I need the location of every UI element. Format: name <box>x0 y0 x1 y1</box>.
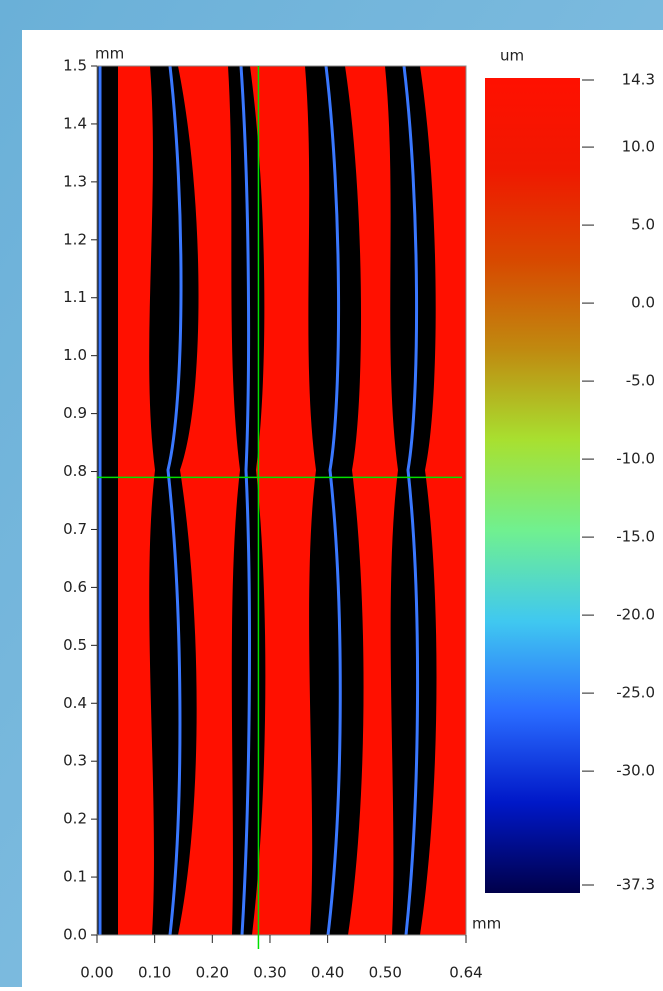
colorbar-tick-label: -30.0 <box>616 762 655 780</box>
y-tick-label: 0.3 <box>63 752 87 770</box>
y-tick-label: 1.3 <box>63 172 87 190</box>
y-tick-label: 0.5 <box>63 636 87 654</box>
chart: mm um mm 0.0 0.1 0.2 0.3 0.4 0.5 0.6 0.7 0.8 0.9 1… <box>0 0 663 987</box>
y-tick-label: 0.0 <box>63 926 87 944</box>
colorbar-unit: um <box>500 47 524 65</box>
colorbar-tick-label: -5.0 <box>626 372 655 390</box>
x-tick-label: 0.00 <box>80 964 113 982</box>
y-tick-label: 1.1 <box>63 288 87 306</box>
y-unit: mm <box>95 45 124 63</box>
x-tick-label: 0.10 <box>138 964 171 982</box>
colorbar-tick-label: 5.0 <box>631 216 655 234</box>
y-tick-label: 0.9 <box>63 404 87 422</box>
x-tick-label: 0.64 <box>449 964 482 982</box>
y-tick-label: 1.4 <box>63 114 87 132</box>
height-map <box>97 66 466 935</box>
y-tick-label: 0.4 <box>63 694 87 712</box>
colorbar-tick-label: -10.0 <box>616 450 655 468</box>
x-tick-label: 0.20 <box>196 964 229 982</box>
page: mm um mm 0.0 0.1 0.2 0.3 0.4 0.5 0.6 0.7 0.8 0.9 1… <box>0 0 663 987</box>
y-tick-label: 0.1 <box>63 868 87 886</box>
x-tick-label: 0.30 <box>253 964 286 982</box>
x-tick-label: 0.50 <box>369 964 402 982</box>
y-tick-label: 0.2 <box>63 810 87 828</box>
colorbar-tick-label: 14.3 <box>622 71 655 89</box>
colorbar-tick-label: -20.0 <box>616 606 655 624</box>
colorbar-tick-label: 0.0 <box>631 294 655 312</box>
colorbar-tick-label: -25.0 <box>616 684 655 702</box>
y-tick-label: 1.5 <box>63 57 87 75</box>
colorbar-tick-label: 10.0 <box>622 138 655 156</box>
y-tick-label: 0.6 <box>63 578 87 596</box>
y-tick-label: 1.2 <box>63 230 87 248</box>
colorbar <box>485 78 580 893</box>
y-tick-label: 0.7 <box>63 520 87 538</box>
x-unit: mm <box>472 915 501 933</box>
x-tick-label: 0.40 <box>311 964 344 982</box>
y-tick-label: 0.8 <box>63 462 87 480</box>
y-tick-label: 1.0 <box>63 346 87 364</box>
colorbar-tick-label: -37.3 <box>616 876 655 894</box>
colorbar-tick-label: -15.0 <box>616 528 655 546</box>
